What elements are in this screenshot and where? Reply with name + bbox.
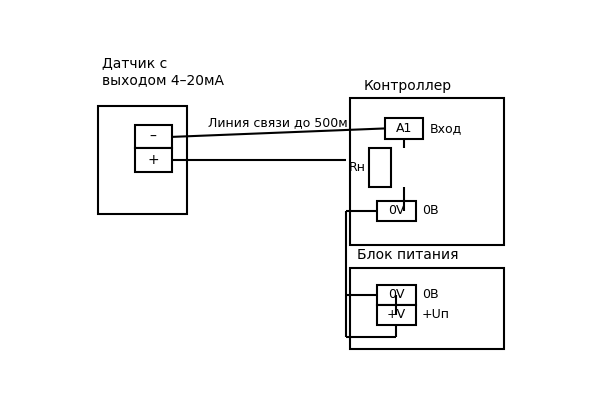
Text: +V: +V: [387, 308, 406, 321]
Text: Линия связи до 500м: Линия связи до 500м: [209, 116, 348, 129]
Bar: [98, 106, 187, 214]
Text: 0В: 0В: [422, 288, 438, 301]
Bar: [350, 268, 504, 349]
Bar: [377, 201, 415, 221]
Bar: [377, 285, 415, 305]
Bar: [134, 125, 172, 148]
Bar: [385, 118, 423, 139]
Text: Датчик с
выходом 4–20мА: Датчик с выходом 4–20мА: [101, 56, 224, 87]
Text: –: –: [150, 130, 157, 144]
Text: Rн: Rн: [349, 161, 365, 174]
Text: Вход: Вход: [429, 122, 462, 135]
Bar: [350, 98, 504, 245]
Text: 0В: 0В: [422, 204, 438, 217]
Bar: [134, 148, 172, 172]
Text: 0V: 0V: [388, 288, 405, 301]
Text: 0V: 0V: [388, 204, 405, 217]
Text: Контроллер: Контроллер: [364, 79, 452, 93]
Text: A1: A1: [396, 122, 412, 135]
Bar: [370, 148, 391, 187]
Text: Блок питания: Блок питания: [357, 248, 459, 262]
Text: +: +: [147, 153, 159, 167]
Text: +Uп: +Uп: [422, 308, 450, 321]
Bar: [377, 305, 415, 325]
